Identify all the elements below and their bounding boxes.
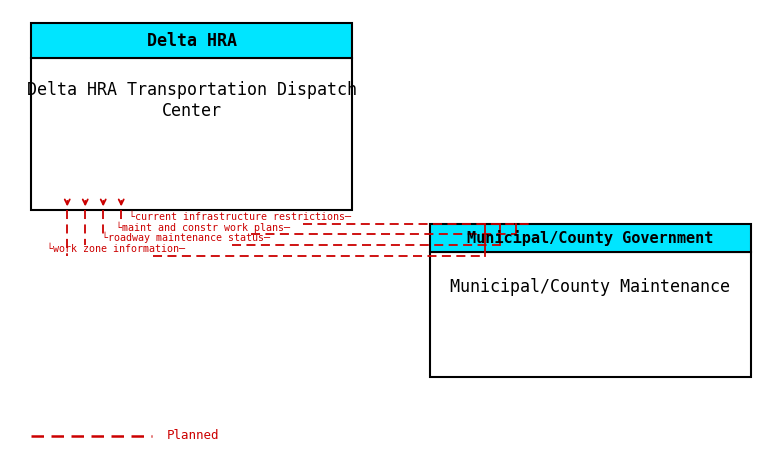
Text: Planned: Planned: [167, 429, 219, 442]
Bar: [430, 252, 751, 377]
Text: Municipal/County Maintenance: Municipal/County Maintenance: [450, 278, 730, 296]
Bar: [31, 58, 352, 210]
Bar: [430, 224, 751, 252]
Text: └work zone information─: └work zone information─: [47, 244, 185, 254]
Text: └roadway maintenance status─: └roadway maintenance status─: [102, 232, 271, 243]
Text: Municipal/County Government: Municipal/County Government: [467, 230, 714, 246]
Bar: [31, 23, 352, 58]
Text: Delta HRA: Delta HRA: [146, 32, 237, 49]
Text: └maint and constr work plans─: └maint and constr work plans─: [116, 221, 290, 233]
Text: Delta HRA Transportation Dispatch
Center: Delta HRA Transportation Dispatch Center: [27, 81, 357, 120]
Text: └current infrastructure restrictions─: └current infrastructure restrictions─: [129, 212, 351, 222]
